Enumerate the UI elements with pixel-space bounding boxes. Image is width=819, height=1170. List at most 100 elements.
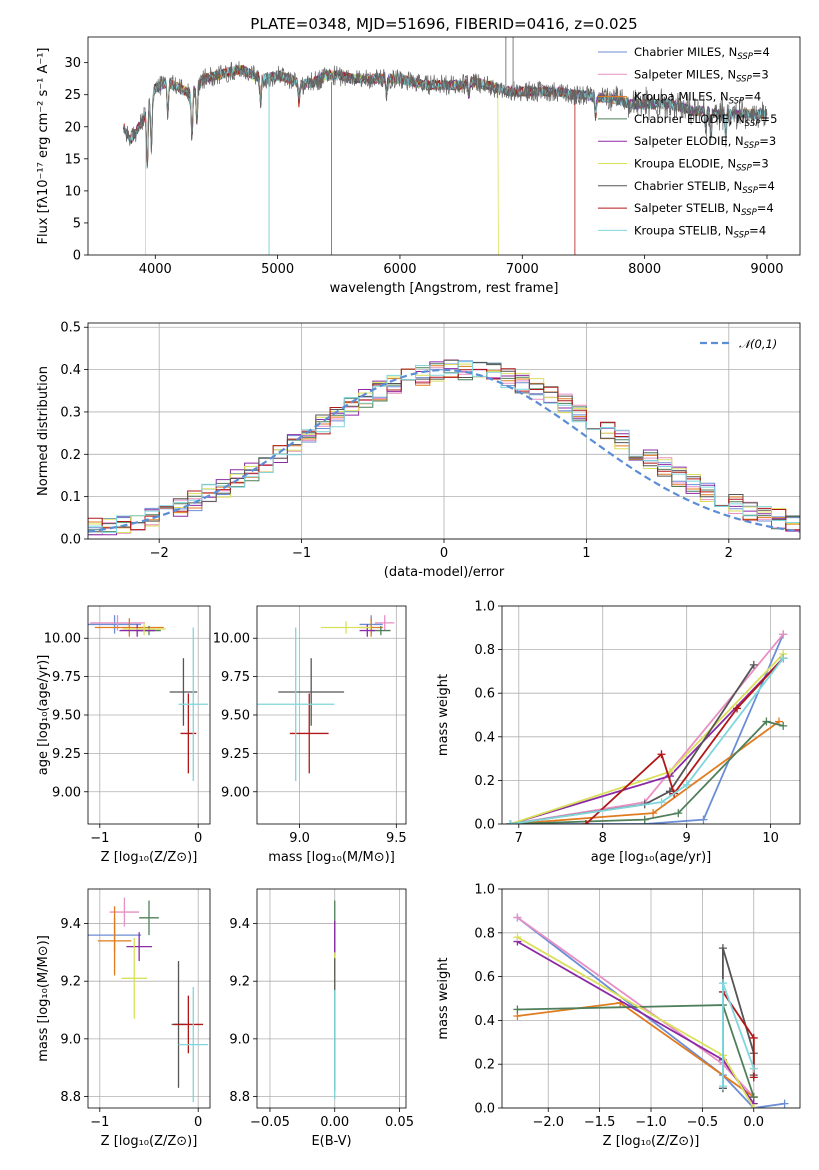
y-tick-label: 10.00 [44, 632, 81, 647]
y-tick-label: 0.1 [60, 490, 81, 505]
mass-weight-series [581, 654, 788, 824]
x-tick-label: −1 [90, 1115, 109, 1130]
legend-label: Kroupa ELODIE, NSSP=3 [634, 157, 769, 174]
gridlines [88, 889, 210, 1108]
legend-nssp-eq: = [749, 223, 759, 237]
error-bars [257, 615, 395, 782]
legend-nssp-prefix: , N [720, 67, 736, 81]
x-tick-label: −0.5 [687, 1115, 719, 1130]
y-tick-label: 9.75 [221, 670, 250, 685]
y-tick-label: 0.8 [474, 643, 495, 658]
y-tick-label: 9.50 [221, 709, 250, 724]
legend-nssp-subscript: SSP [734, 230, 750, 240]
data-point-marker [581, 820, 590, 824]
legend-label: 𝒩(0,1) [739, 337, 777, 351]
mass-weight-series [718, 944, 758, 1093]
y-tick-label: 1.0 [474, 883, 495, 898]
x-axis-label: Z [log₁₀(Z/Z⊙)] [603, 1134, 700, 1149]
y-tick-label: 0.2 [474, 1058, 495, 1073]
legend-nssp-eq: = [760, 112, 770, 126]
legend-nssp-value: 4 [754, 90, 761, 104]
y-tick-label: 0.0 [474, 818, 495, 833]
ticks: −1 0 9.00 9.25 9.50 9.75 10.00 [44, 632, 203, 846]
legend-series-name: Kroupa STELIB [634, 223, 718, 237]
legend-nssp-subscript: SSP [741, 208, 757, 218]
y-tick-label: 5 [73, 216, 81, 231]
y-axis-label: mass [log₁₀(M/M⊙)] [36, 935, 51, 1062]
legend-nssp-value: 4 [763, 45, 770, 59]
legend-nssp-prefix: , N [720, 157, 736, 171]
error-bar-point [178, 986, 209, 1103]
data-point-marker [749, 1064, 758, 1073]
legend-nssp-subscript: SSP [742, 186, 758, 196]
x-tick-label: 0 [194, 1115, 202, 1130]
data-point-marker [649, 809, 658, 818]
x-tick-label: 8 [599, 831, 607, 846]
data-point-marker [640, 815, 649, 824]
massweight-vs-metallicity-panel: −2.0 −1.5 −1.0 −0.5 0.0 0.0 0.2 0.4 0.6 0.8 1.0 Z [… [436, 883, 801, 1149]
plot-frame [501, 605, 801, 825]
x-tick-label: 7000 [506, 262, 539, 277]
legend: 𝒩(0,1) [700, 337, 777, 351]
legend-nssp-value: 3 [769, 134, 776, 148]
mass-weight-lines [513, 913, 789, 1108]
data-point-marker [718, 1082, 727, 1091]
legend-nssp-eq: = [752, 67, 762, 81]
series-line [516, 940, 755, 1105]
x-axis-label: Z [log₁₀(Z/Z⊙)] [101, 850, 198, 865]
legend-nssp-eq: = [757, 201, 767, 215]
legend-entry: Chabrier MILES, NSSP=4 [598, 45, 770, 62]
ticks: 9.0 9.5 9.00 9.25 9.50 9.75 10.00 [213, 632, 407, 846]
legend-label: Kroupa STELIB, NSSP=4 [634, 223, 766, 240]
x-tick-label: 4000 [139, 262, 172, 277]
legend-label: Salpeter ELODIE, NSSP=3 [634, 134, 776, 151]
legend-nssp-prefix: , N [729, 112, 745, 126]
mass-weight-series [513, 937, 758, 1108]
x-tick-label: 2 [725, 546, 733, 561]
x-tick-label: −1 [292, 546, 311, 561]
legend-nssp-value: 4 [766, 201, 773, 215]
plot-frame [256, 605, 407, 825]
gridlines [88, 323, 800, 540]
error-bar-point [121, 937, 148, 1019]
y-tick-label: 9.4 [229, 917, 250, 932]
y-tick-label: 10.00 [213, 632, 250, 647]
data-point-marker [749, 1033, 758, 1042]
data-point-marker [682, 780, 691, 789]
y-axis-label: age [log₁₀(age/yr)] [36, 655, 51, 776]
x-tick-label: 0.05 [385, 1115, 414, 1130]
data-point-marker [513, 1005, 522, 1014]
error-bar-point [94, 618, 164, 637]
legend-nssp-subscript: SSP [729, 97, 745, 107]
x-axis-label: wavelength [Angstrom, rest frame] [330, 281, 559, 296]
error-bar-point [139, 900, 159, 936]
legend-nssp-prefix: , N [725, 201, 741, 215]
legend-series-name: Salpeter MILES [634, 67, 720, 81]
y-tick-label: 0.0 [60, 533, 81, 548]
legend-nssp-subscript: SSP [745, 119, 761, 129]
error-bar-point [126, 932, 152, 962]
data-point-marker [779, 630, 788, 639]
y-tick-label: 0.0 [474, 1102, 495, 1117]
ticks: −2.0 −1.5 −1.0 −0.5 0.0 0.0 0.2 0.4 0.6 0.8 1.0 [474, 883, 764, 1131]
plot-frame [87, 322, 801, 540]
legend-label: Chabrier MILES, NSSP=4 [634, 45, 770, 62]
mass-weight-series [718, 979, 758, 1091]
x-tick-label: −2 [150, 546, 169, 561]
ticks: −0.05 0.00 0.05 8.8 9.0 9.2 9.4 [229, 917, 414, 1130]
y-tick-label: 8.8 [60, 1090, 81, 1105]
legend-nssp-prefix: , N [728, 134, 744, 148]
y-tick-label: 0.4 [60, 363, 81, 378]
x-tick-label: 5000 [261, 262, 294, 277]
gridlines [257, 889, 406, 1108]
histograms [88, 359, 800, 536]
x-tick-label: −1.0 [635, 1115, 667, 1130]
legend-entry: Kroupa MILES, NSSP=4 [598, 90, 761, 107]
legend-nssp-eq: = [759, 134, 769, 148]
y-tick-label: 9.25 [52, 747, 81, 762]
data-point-marker [762, 717, 771, 726]
ticks: −2 −1 0 1 2 0.0 0.1 0.2 0.3 0.4 0.5 [60, 321, 733, 561]
data-point-marker [718, 979, 727, 988]
plot-frame [256, 888, 407, 1109]
data-point-marker [657, 798, 666, 807]
